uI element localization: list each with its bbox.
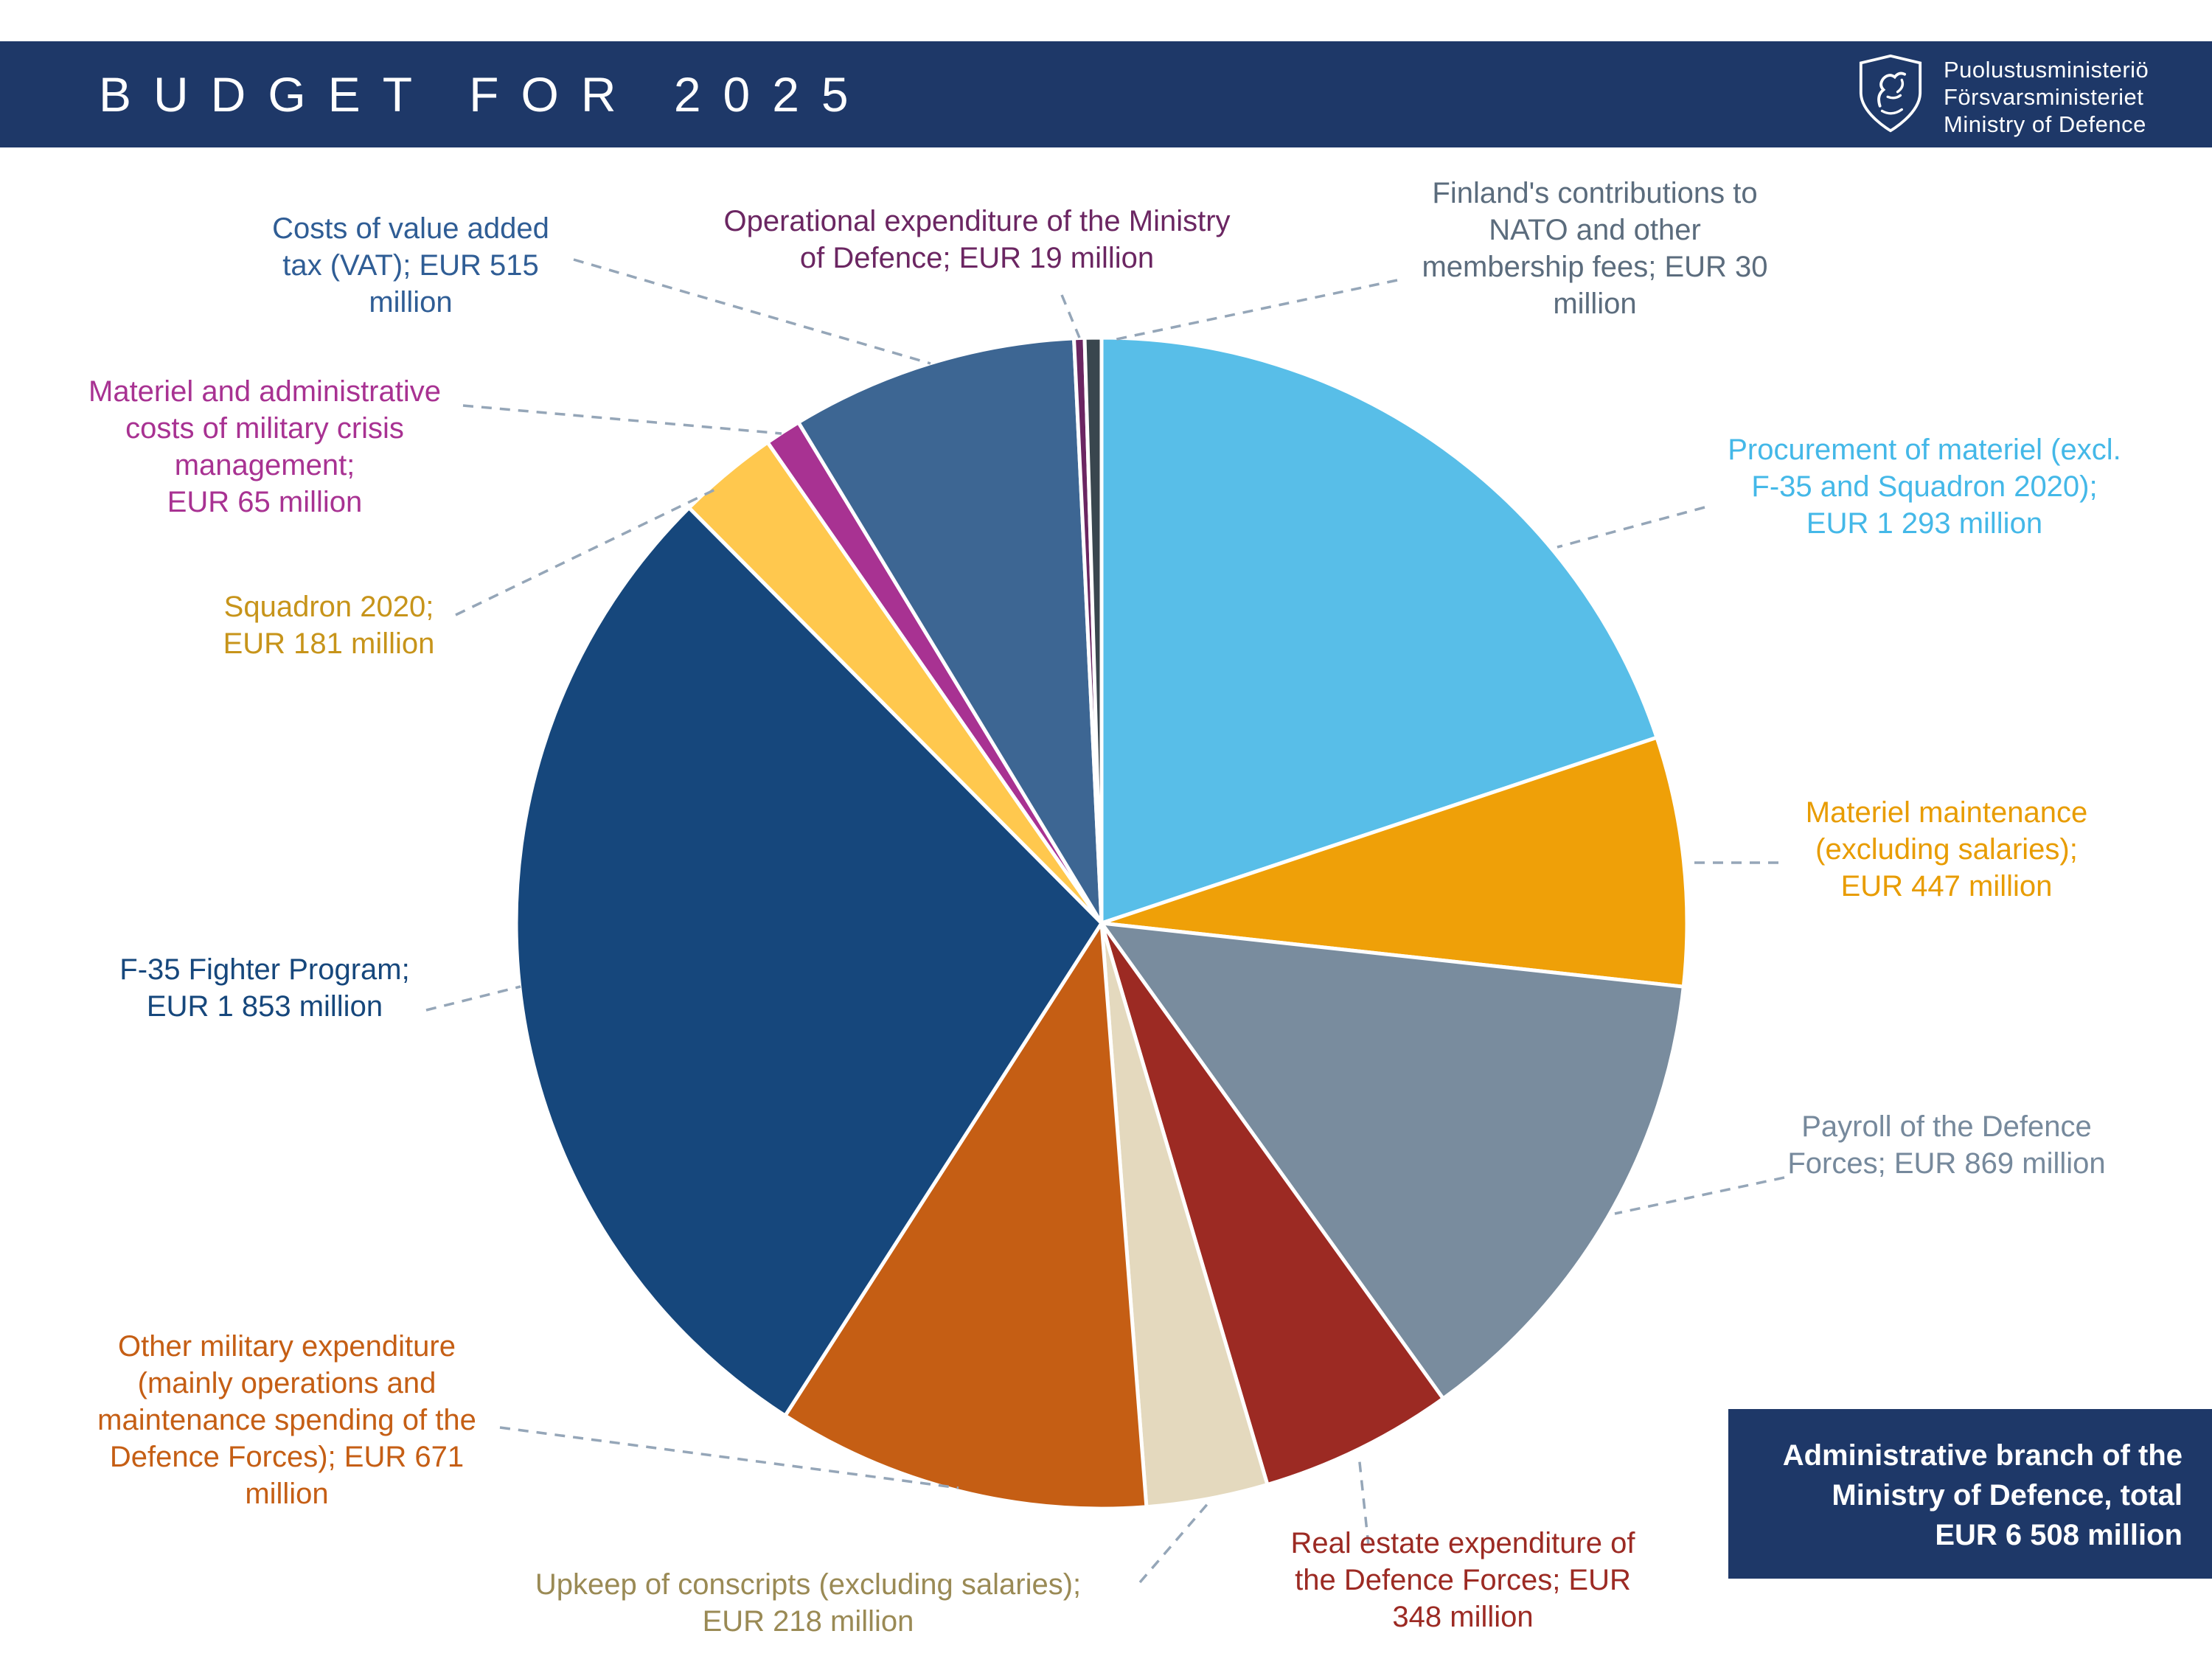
leader-line-procurement	[1557, 506, 1705, 549]
leader-line-f35-program	[425, 985, 521, 1012]
header: BUDGET FOR 2025	[0, 41, 2212, 147]
label-squadron-2020: Squadron 2020; EUR 181 million	[223, 591, 435, 660]
leader-line-vat	[573, 258, 931, 365]
pie-slice-nato-contributions	[1082, 335, 1104, 925]
label-ministry-operational: Operational expenditure of the Ministry …	[723, 205, 1231, 274]
leader-line-ministry-operational	[1060, 294, 1081, 338]
leader-lines	[425, 258, 1785, 1584]
label-crisis-management: Materiel and administrative costs of mil…	[88, 375, 441, 518]
ministry-name: Puolustusministeriö Försvarsministeriet …	[1944, 56, 2149, 138]
pie-slice-materiel-maintenance	[1099, 735, 1689, 989]
leader-line-squadron-2020	[455, 485, 722, 616]
leader-line-crisis-management	[462, 404, 782, 435]
label-other-military: Other military expenditure (mainly opera…	[97, 1330, 476, 1510]
leader-line-real-estate	[1357, 1455, 1370, 1546]
page-title: BUDGET FOR 2025	[99, 67, 871, 122]
label-nato-contributions: Finland's contributions to NATO and othe…	[1422, 177, 1768, 320]
ministry-name-en: Ministry of Defence	[1944, 111, 2146, 137]
ministry-name-fi: Puolustusministeriö	[1944, 57, 2149, 83]
leader-line-nato-contributions	[1109, 279, 1398, 342]
label-real-estate: Real estate expenditure of the Defence F…	[1290, 1527, 1635, 1633]
pie-slice-procurement	[1099, 335, 1659, 925]
coat-of-arms-icon	[1859, 54, 1922, 133]
label-materiel-maintenance: Materiel maintenance (excluding salaries…	[1805, 796, 2088, 902]
ministry-name-sv: Försvarsministeriet	[1944, 84, 2144, 110]
pie-slice-real-estate	[1099, 921, 1445, 1486]
label-procurement: Procurement of materiel (excl. F-35 and …	[1728, 434, 2121, 540]
leader-line-payroll	[1614, 1176, 1785, 1215]
pie-slice-other-military	[783, 921, 1149, 1511]
pie-slice-payroll	[1099, 921, 1686, 1401]
total-box: Administrative branch of the Ministry of…	[1728, 1409, 2212, 1579]
leader-line-other-military	[499, 1426, 959, 1489]
label-payroll: Payroll of the Defence Forces; EUR 869 m…	[1787, 1110, 2106, 1180]
label-vat: Costs of value added tax (VAT); EUR 515 …	[272, 212, 549, 319]
label-f35-program: F-35 Fighter Program; EUR 1 853 million	[119, 953, 410, 1023]
pie-slice-f35-program	[514, 506, 1104, 1418]
label-conscripts-upkeep: Upkeep of conscripts (excluding salaries…	[535, 1568, 1082, 1638]
leader-line-conscripts-upkeep	[1138, 1500, 1211, 1584]
pie-slices	[514, 335, 1689, 1511]
pie-slice-vat	[796, 336, 1104, 925]
